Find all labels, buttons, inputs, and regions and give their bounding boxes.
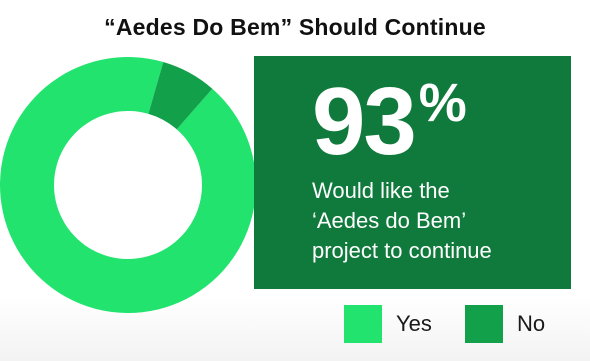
donut-slices bbox=[0, 57, 256, 313]
stat-value-unit: % bbox=[418, 73, 467, 133]
stat-value: 93% bbox=[312, 68, 467, 175]
stat-caption-line: ‘Aedes do Bem’ bbox=[312, 208, 467, 233]
stat-caption-line: Would like the bbox=[312, 178, 450, 203]
stat-caption: Would like the ‘Aedes do Bem’ project to… bbox=[312, 176, 562, 266]
legend-label-no: No bbox=[517, 311, 546, 336]
legend-swatch-no bbox=[465, 305, 503, 343]
legend-swatch-yes bbox=[344, 305, 382, 343]
legend-label-yes: Yes bbox=[396, 311, 432, 336]
donut-slice-no bbox=[148, 61, 213, 130]
stat-value-number: 93 bbox=[312, 68, 417, 175]
chart-title: “Aedes Do Bem” Should Continue bbox=[104, 14, 486, 40]
donut-slice-yes bbox=[0, 57, 256, 313]
stat-caption-line: project to continue bbox=[312, 238, 492, 263]
stat-callout-panel: 93% Would like the ‘Aedes do Bem’ projec… bbox=[254, 56, 571, 289]
